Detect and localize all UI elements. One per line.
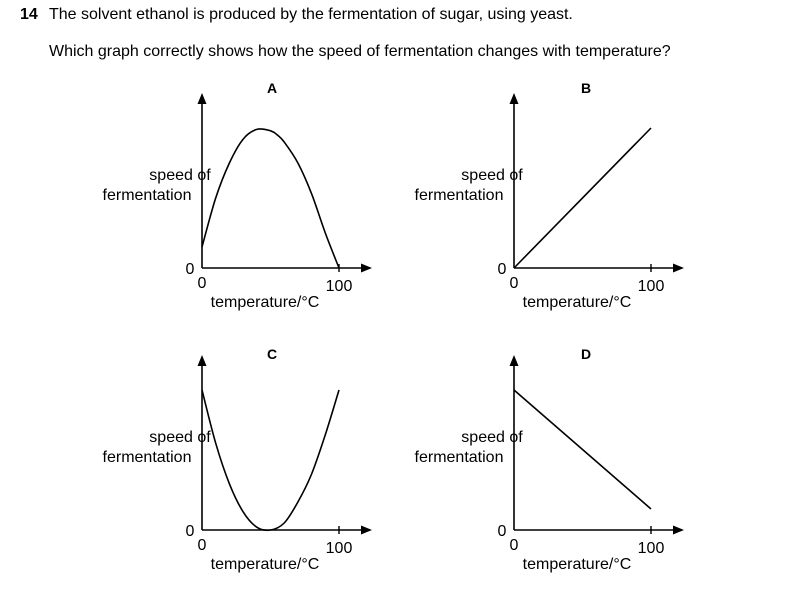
question-number: 14 (20, 6, 38, 23)
x-axis-label: temperature/°C (523, 556, 632, 573)
x-axis-label: temperature/°C (211, 556, 320, 573)
y-origin-label: 0 (186, 523, 195, 540)
x-axis-label: temperature/°C (523, 294, 632, 311)
y-axis-arrowhead (509, 355, 519, 366)
x-origin-label: 0 (198, 537, 207, 554)
x-axis-arrowhead (361, 525, 372, 535)
x-tick-label: 100 (638, 540, 665, 557)
x-tick-label: 100 (638, 278, 665, 295)
y-axis-label: fermentation (415, 187, 504, 204)
data-curve (201, 389, 340, 532)
x-axis-arrowhead (361, 263, 372, 273)
x-axis-arrowhead (673, 525, 684, 535)
y-axis-label: speed of (149, 167, 211, 184)
x-tick-label: 100 (326, 540, 353, 557)
y-origin-label: 0 (498, 523, 507, 540)
y-axis-arrowhead (509, 93, 519, 104)
y-axis-label: fermentation (415, 449, 504, 466)
option-letter: C (267, 346, 277, 362)
y-axis-label: speed of (149, 429, 211, 446)
y-axis-label: speed of (461, 167, 523, 184)
y-origin-label: 0 (498, 261, 507, 278)
option-letter: B (581, 80, 591, 96)
x-tick-label: 100 (326, 278, 353, 295)
data-curve (201, 128, 340, 269)
x-origin-label: 0 (510, 537, 519, 554)
question-stem: The solvent ethanol is produced by the f… (49, 6, 573, 23)
y-axis-arrowhead (197, 93, 207, 104)
x-axis-label: temperature/°C (211, 294, 320, 311)
option-letter: D (581, 346, 591, 362)
x-origin-label: 0 (510, 275, 519, 292)
option-letter: A (267, 80, 277, 96)
y-axis-label: fermentation (103, 449, 192, 466)
x-axis-arrowhead (673, 263, 684, 273)
y-axis-label: fermentation (103, 187, 192, 204)
x-origin-label: 0 (198, 275, 207, 292)
data-curve (513, 127, 652, 269)
y-axis-label: speed of (461, 429, 523, 446)
y-origin-label: 0 (186, 261, 195, 278)
y-axis-arrowhead (197, 355, 207, 366)
data-curve (513, 389, 652, 510)
question-prompt: Which graph correctly shows how the spee… (49, 43, 671, 60)
